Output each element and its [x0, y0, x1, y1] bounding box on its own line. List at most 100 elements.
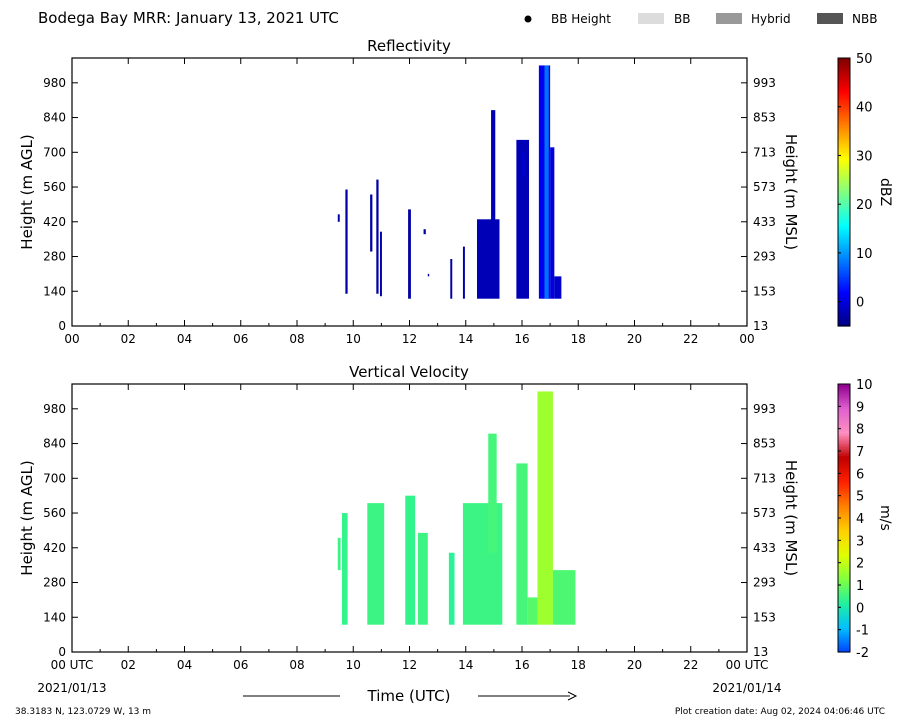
vertical-velocity-colorbar-step	[838, 390, 850, 394]
vertical-velocity-colorbar-step	[838, 439, 850, 443]
reflectivity-colorbar-step	[838, 234, 850, 238]
reflectivity-colorbar-step	[838, 87, 850, 90]
reflectivity-cell	[544, 65, 549, 299]
vertical-velocity-colorbar-step	[838, 573, 850, 577]
vertical-velocity-xtick-label: 02	[121, 658, 136, 672]
reflectivity-colorbar-step	[838, 205, 850, 209]
reflectivity-colorbar-step	[838, 267, 850, 271]
reflectivity-cell	[370, 194, 373, 252]
vertical-velocity-colorbar-step	[838, 531, 850, 535]
legend-nbb-label: NBB	[852, 12, 877, 26]
legend-bb-swatch	[638, 13, 664, 24]
vertical-velocity-y2tick-label: 153	[753, 610, 776, 624]
reflectivity-colorbar-tick-label: 10	[856, 247, 873, 262]
vertical-velocity-xtick-label: 06	[233, 658, 248, 672]
vertical-velocity-colorbar-step	[838, 388, 850, 392]
vertical-velocity-colorbar-step	[838, 504, 850, 508]
reflectivity-cell	[477, 219, 500, 299]
reflectivity-ytick-label: 560	[43, 180, 66, 194]
vertical-velocity-y2tick-label: 433	[753, 541, 776, 555]
reflectivity-colorbar-step	[838, 225, 850, 229]
reflectivity-ytick-label: 700	[43, 145, 66, 159]
reflectivity-colorbar-step	[838, 216, 850, 220]
vertical-velocity-colorbar-step	[838, 576, 850, 579]
reflectivity-colorbar-step	[838, 314, 850, 318]
reflectivity-cell	[516, 139, 530, 299]
panel-title-reflectivity: Reflectivity	[367, 37, 451, 55]
vertical-velocity-colorbar-step	[838, 518, 850, 521]
vertical-velocity-colorbar-tick-label: 9	[856, 400, 864, 415]
reflectivity-xtick-label: 22	[683, 332, 698, 346]
vertical-velocity-colorbar-step	[838, 466, 850, 470]
reflectivity-xtick-label: 16	[514, 332, 529, 346]
reflectivity-ytick-label: 140	[43, 284, 66, 298]
reflectivity-xtick-label: 12	[402, 332, 417, 346]
vertical-velocity-colorbar-step	[838, 605, 850, 608]
vertical-velocity-xtick-label: 08	[289, 658, 304, 672]
vertical-velocity-colorbar-step	[838, 475, 850, 479]
vertical-velocity-colorbar-step	[838, 520, 850, 524]
vertical-velocity-colorbar-step	[838, 410, 850, 414]
vertical-velocity-xtick-label: 04	[177, 658, 192, 672]
reflectivity-colorbar: 0 10 20 30 40 50	[837, 52, 873, 327]
vertical-velocity-colorbar-step	[838, 424, 850, 428]
reflectivity-colorbar-step	[838, 218, 850, 222]
reflectivity-colorbar-step	[838, 71, 850, 75]
reflectivity-y2tick-label: 153	[753, 284, 776, 298]
reflectivity-colorbar-step	[838, 323, 850, 327]
reflectivity-colorbar-step	[838, 127, 850, 131]
reflectivity-colorbar-step	[838, 66, 850, 70]
vertical-velocity-ytick-label: 280	[43, 576, 66, 590]
vertical-velocity-y2tick-label: 13	[753, 645, 768, 659]
vertical-velocity-colorbar-step	[838, 421, 850, 425]
reflectivity-colorbar-step	[838, 100, 850, 104]
vertical-velocity-colorbar-step	[838, 417, 850, 421]
vertical-velocity-colorbar-step	[838, 464, 850, 468]
vertical-velocity-colorbar-step	[838, 486, 850, 490]
reflectivity-colorbar-step	[838, 145, 850, 148]
time-arrow-head-icon	[567, 691, 578, 701]
reflectivity-colorbar-step	[838, 162, 850, 166]
vertical-velocity-colorbar-step	[838, 611, 850, 615]
reflectivity-colorbar-step	[838, 158, 850, 162]
reflectivity-colorbar-step	[838, 294, 850, 298]
reflectivity-xtick-label: 20	[627, 332, 642, 346]
reflectivity-colorbar-step	[838, 58, 850, 61]
start-date: 2021/01/13	[37, 681, 106, 695]
vertical-velocity-colorbar-tick-label: 7	[856, 445, 864, 460]
reflectivity-xtick-label: 00	[64, 332, 79, 346]
reflectivity-colorbar-step	[838, 169, 850, 173]
end-date: 2021/01/14	[712, 681, 781, 695]
reflectivity-colorbar-step	[838, 301, 850, 305]
reflectivity-colorbar-step	[838, 109, 850, 113]
reflectivity-ytick-label: 280	[43, 250, 66, 264]
vertical-velocity-colorbar-step	[838, 480, 850, 483]
reflectivity-colorbar-step	[838, 133, 850, 137]
reflectivity-colorbar-step	[838, 279, 850, 282]
vertical-velocity-cell	[367, 503, 385, 625]
vertical-velocity-colorbar-step	[838, 571, 850, 575]
vertical-velocity-colorbar-step	[838, 567, 850, 570]
vertical-velocity-xtick-label: 18	[571, 658, 586, 672]
reflectivity-colorbar-step	[838, 98, 850, 102]
reflectivity-y2tick-label: 433	[753, 215, 776, 229]
vertical-velocity-colorbar-step	[838, 625, 850, 629]
reflectivity-colorbar-step	[838, 265, 850, 269]
vertical-velocity-colorbar-step	[838, 497, 850, 501]
reflectivity-colorbar-step	[838, 91, 850, 95]
vertical-velocity-colorbar-step	[838, 448, 850, 452]
reflectivity-colorbar-step	[838, 183, 850, 186]
vertical-velocity-colorbar-step	[838, 535, 850, 539]
reflectivity-colorbar-step	[838, 238, 850, 242]
vertical-velocity-colorbar-step	[838, 578, 850, 582]
vertical-velocity-colorbar-step	[838, 564, 850, 568]
reflectivity-colorbar-step	[838, 174, 850, 177]
vertical-velocity-ytick-label: 840	[43, 437, 66, 451]
reflectivity-colorbar-step	[838, 60, 850, 64]
vertical-velocity-cell	[527, 597, 538, 625]
time-axis-label: Time (UTC)	[367, 687, 451, 705]
reflectivity-colorbar-step	[838, 196, 850, 200]
reflectivity-colorbar-step	[838, 296, 850, 300]
vertical-velocity-ytick-label: 980	[43, 402, 66, 416]
vertical-velocity-colorbar-step	[838, 538, 850, 541]
